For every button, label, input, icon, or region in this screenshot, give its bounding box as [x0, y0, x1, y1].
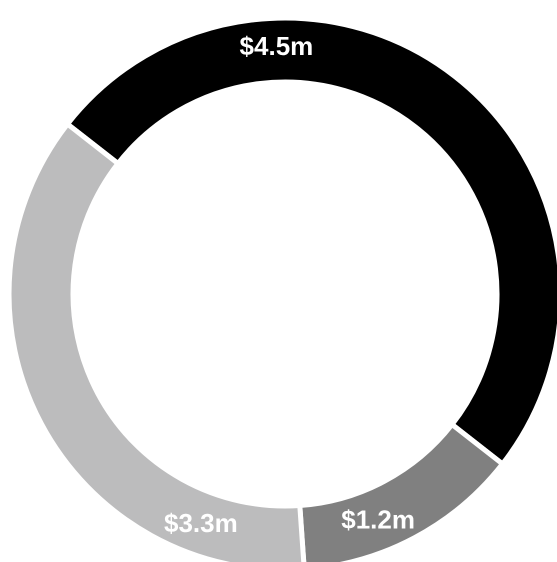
slice-value-label: $4.5m	[240, 31, 314, 61]
donut-slice	[63, 15, 557, 468]
donut-slice	[297, 421, 507, 562]
donut-slice	[6, 120, 307, 562]
slice-value-label: $3.3m	[164, 508, 238, 538]
slice-value-label: $1.2m	[341, 505, 415, 535]
donut-labels: $4.5m $1.2m $3.3m	[164, 31, 415, 538]
donut-slices	[6, 15, 557, 562]
